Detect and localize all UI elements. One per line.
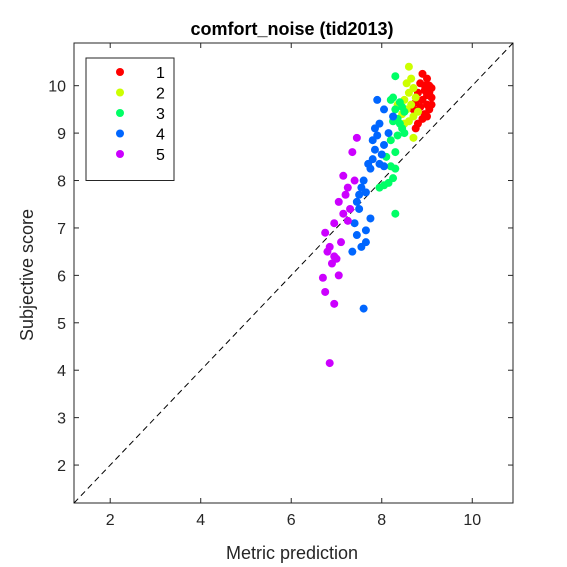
data-point-series-5: [334, 271, 343, 280]
data-point-series-4: [366, 164, 375, 173]
data-point-series-4: [359, 304, 368, 313]
data-point-series-5: [339, 171, 348, 180]
data-point-series-3: [391, 72, 400, 81]
data-point-series-5: [341, 190, 350, 199]
y-tick-label: 4: [57, 363, 66, 380]
data-point-series-5: [327, 259, 336, 268]
data-point-series-1: [427, 100, 436, 109]
data-point-series-4: [377, 150, 386, 159]
data-point-series-2: [409, 133, 418, 142]
y-tick-label: 7: [57, 221, 66, 238]
data-point-series-3: [400, 129, 409, 138]
data-point-series-4: [380, 105, 389, 114]
x-tick-label: 2: [106, 512, 115, 529]
data-point-series-1: [411, 124, 420, 133]
data-point-series-4: [380, 162, 389, 171]
data-point-series-4: [380, 140, 389, 149]
data-point-series-3: [400, 107, 409, 116]
legend-marker-3: [116, 109, 124, 117]
axes: 2 4 6 8 10 2 3 4 5 6 7 8 9 10: [48, 42, 514, 529]
data-point-series-4: [355, 204, 364, 213]
data-point-series-5: [343, 216, 352, 225]
data-point-series-3: [391, 105, 400, 114]
reference-line: [73, 42, 514, 504]
legend-marker-4: [116, 129, 124, 138]
x-tick-label: 8: [377, 512, 386, 529]
y-tick-label: 6: [57, 268, 66, 285]
data-point-series-5: [343, 183, 352, 192]
data-point-series-3: [375, 183, 384, 192]
data-point-series-4: [389, 112, 398, 121]
data-point-series-4: [373, 95, 382, 104]
legend-label-5: 5: [156, 147, 165, 164]
data-point-series-5: [325, 359, 334, 368]
x-tick-label: 6: [287, 512, 296, 529]
chart-title: comfort_noise (tid2013): [190, 19, 393, 39]
data-point-series-4: [368, 136, 377, 145]
legend-label-3: 3: [156, 106, 165, 123]
data-point-series-5: [352, 133, 361, 142]
y-tick-label: 5: [57, 316, 66, 333]
data-point-series-3: [391, 164, 400, 173]
data-point-series-5: [334, 197, 343, 206]
data-point-series-1: [420, 81, 429, 90]
x-axis-label: Metric prediction: [226, 543, 358, 563]
data-point-series-5: [330, 299, 339, 308]
plot-area-frame: [73, 42, 514, 504]
legend-label-1: 1: [156, 65, 165, 82]
data-point-series-4: [361, 188, 370, 197]
data-point-series-2: [404, 62, 413, 71]
data-point-series-4: [352, 197, 361, 206]
data-point-series-5: [330, 219, 339, 228]
data-point-series-3: [386, 136, 395, 145]
legend-label-2: 2: [156, 86, 165, 103]
legend-marker-1: [116, 68, 124, 76]
y-tick-label: 10: [48, 79, 66, 96]
y-axis-label: Subjective score: [17, 209, 37, 341]
data-point-series-4: [366, 214, 375, 223]
data-point-series-4: [357, 242, 366, 251]
data-point-series-4: [370, 145, 379, 154]
data-point-series-5: [339, 209, 348, 218]
data-point-series-4: [361, 226, 370, 235]
legend-marker-5: [116, 150, 124, 158]
data-point-series-3: [391, 148, 400, 157]
data-point-series-5: [321, 287, 330, 296]
data-point-series-5: [337, 238, 346, 247]
x-tick-label: 4: [196, 512, 205, 529]
data-points: [318, 62, 436, 368]
data-point-series-5: [346, 204, 355, 213]
data-point-series-5: [350, 176, 359, 185]
data-point-series-5: [318, 273, 327, 282]
data-point-series-1: [425, 88, 434, 97]
y-tick-label: 9: [57, 126, 66, 143]
data-point-series-4: [350, 219, 359, 228]
x-tick-label: 10: [463, 512, 481, 529]
y-tick-label: 3: [57, 411, 66, 428]
data-point-series-1: [423, 74, 432, 83]
data-point-series-2: [411, 93, 420, 102]
legend-box: [85, 57, 175, 181]
data-point-series-3: [386, 95, 395, 104]
data-point-series-4: [370, 124, 379, 133]
legend-marker-2: [116, 88, 124, 97]
data-point-series-5: [321, 228, 330, 237]
legend: 1 2 3 4 5: [85, 57, 175, 181]
data-point-series-5: [348, 148, 357, 157]
data-point-series-2: [402, 79, 411, 88]
data-point-series-4: [352, 231, 361, 240]
identity-line: [73, 42, 514, 504]
data-point-series-4: [384, 129, 393, 138]
y-tick-label: 8: [57, 174, 66, 191]
data-point-series-3: [391, 209, 400, 218]
data-point-series-4: [359, 176, 368, 185]
data-point-series-4: [355, 190, 364, 199]
data-point-series-2: [404, 88, 413, 97]
data-point-series-5: [323, 247, 332, 256]
legend-label-4: 4: [156, 127, 165, 144]
data-point-series-3: [393, 131, 402, 140]
y-tick-label: 2: [57, 458, 66, 475]
data-point-series-4: [348, 247, 357, 256]
